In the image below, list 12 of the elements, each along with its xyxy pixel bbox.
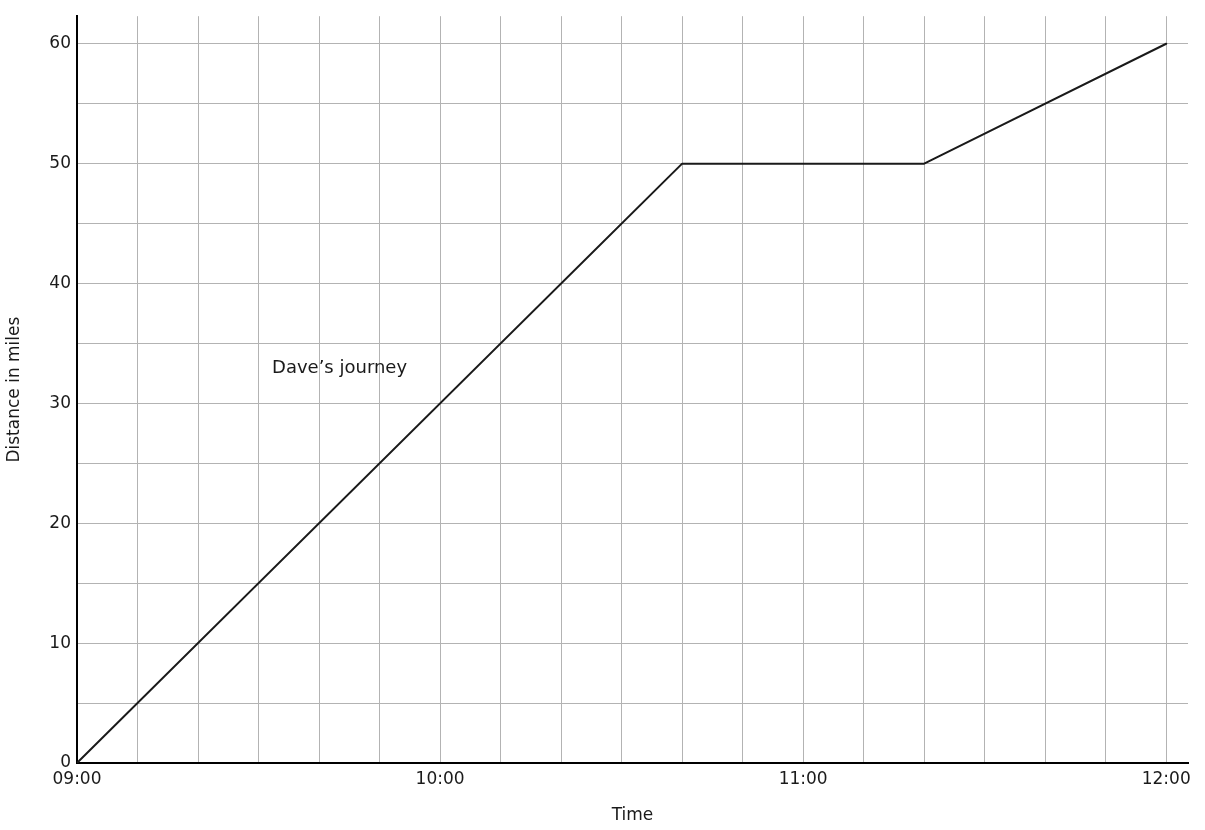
y-tick-label: 20 xyxy=(49,511,71,532)
y-tick-label: 60 xyxy=(49,32,71,53)
text: Dave’s journey xyxy=(272,355,408,377)
y-tick-label: 10 xyxy=(49,631,71,652)
y-axis-title: Distance in miles xyxy=(2,316,23,463)
x-tick-label: 10:00 xyxy=(415,767,465,788)
y-tick-label: 40 xyxy=(49,271,71,292)
x-tick-label: 11:00 xyxy=(778,767,828,788)
x-axis-title: Time xyxy=(610,804,654,825)
y-tick-label: 30 xyxy=(49,391,71,412)
x-tick-label: 12:00 xyxy=(1141,767,1191,788)
y-tick-label: 50 xyxy=(49,152,71,173)
